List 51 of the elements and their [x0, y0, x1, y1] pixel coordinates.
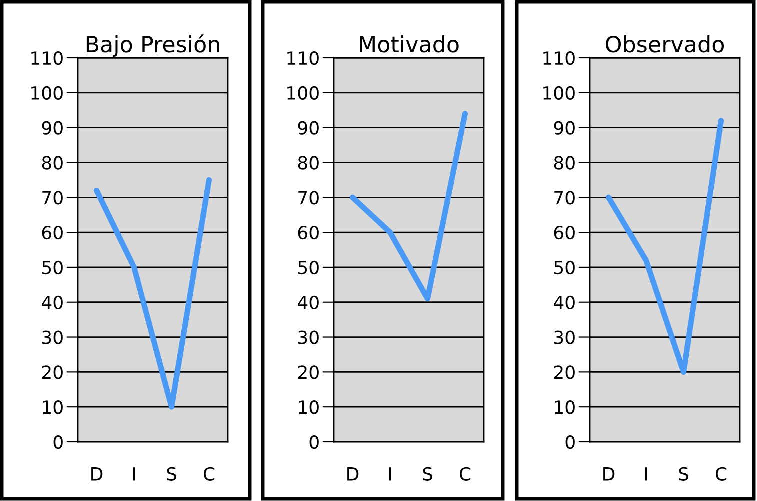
y-tick-label: 70	[298, 191, 319, 205]
y-tick-label: 20	[554, 366, 575, 380]
y-tick-label: 100	[32, 86, 63, 100]
y-tick-label: 50	[298, 260, 319, 275]
y-tick-label: 90	[42, 121, 63, 135]
y-tick-label: 70	[554, 191, 575, 205]
x-tick-label: C	[204, 467, 215, 481]
y-tick-label: 20	[42, 366, 63, 380]
y-tick-label: 90	[554, 121, 575, 135]
y-tick-label: 80	[298, 156, 319, 170]
y-tick-label: 20	[298, 366, 319, 380]
x-tick-label: S	[167, 467, 176, 481]
y-tick-label: 10	[555, 400, 575, 414]
chart-title: Observado	[606, 36, 724, 53]
x-tick-label: C	[716, 467, 727, 481]
y-tick-label: 40	[42, 296, 63, 310]
x-tick-label: D	[348, 468, 359, 481]
x-tick-label: I	[389, 468, 392, 481]
y-tick-label: 110	[32, 51, 63, 66]
x-tick-label: I	[645, 468, 648, 481]
y-tick-label: 40	[554, 296, 575, 310]
y-tick-label: 100	[544, 86, 575, 100]
y-tick-label: 0	[310, 435, 319, 450]
y-tick-label: 10	[43, 400, 63, 414]
x-tick-label: D	[92, 468, 103, 481]
y-tick-label: 30	[42, 330, 63, 344]
y-tick-label: 100	[288, 86, 319, 100]
y-tick-label: 80	[42, 156, 63, 170]
y-tick-label: 50	[42, 260, 63, 275]
y-tick-label: 70	[42, 191, 63, 205]
y-tick-label: 0	[54, 435, 63, 450]
y-tick-label: 90	[298, 121, 319, 135]
y-tick-label: 50	[554, 260, 575, 275]
x-tick-label: D	[604, 468, 615, 481]
y-tick-label: 80	[554, 156, 575, 170]
y-tick-label: 30	[554, 330, 575, 344]
y-tick-label: 110	[288, 51, 319, 66]
x-tick-label: I	[133, 468, 136, 481]
y-tick-label: 30	[298, 330, 319, 344]
x-tick-label: C	[460, 467, 471, 481]
y-tick-label: 10	[299, 400, 319, 414]
y-tick-label: 60	[298, 226, 319, 240]
y-tick-label: 0	[566, 435, 575, 450]
chart-title: Motivado	[360, 36, 459, 53]
chart-title: Bajo Presión	[86, 34, 220, 58]
y-tick-label: 110	[544, 51, 575, 66]
y-tick-label: 40	[298, 296, 319, 310]
x-tick-label: S	[423, 467, 432, 481]
y-tick-label: 60	[42, 226, 63, 240]
y-tick-label: 60	[554, 226, 575, 240]
x-tick-label: S	[679, 467, 688, 481]
